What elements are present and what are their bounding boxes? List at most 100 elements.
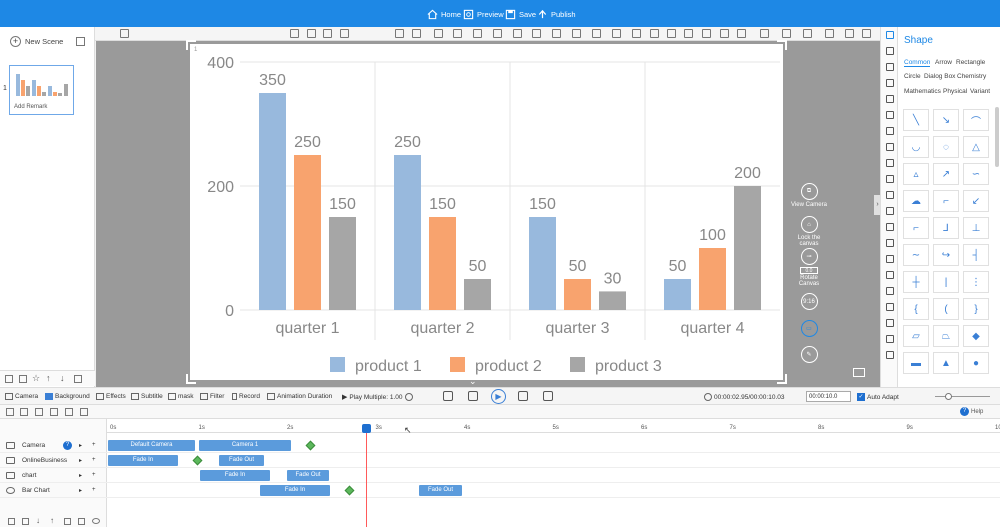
fullscreen-button[interactable]: ▭ [790,320,828,339]
arrow-down-icon[interactable]: ↓ [36,516,40,525]
collapse-panel-icon[interactable]: › [874,195,881,215]
scene-thumbnail[interactable]: Add Remark [9,65,74,115]
align-icon[interactable] [650,29,659,38]
shape-item[interactable]: ● [963,352,989,374]
shape-item[interactable]: ⌐ [933,190,959,212]
duration-input[interactable]: 00:00:10.0 [806,391,851,402]
new-scene-button[interactable]: + New Scene [10,36,63,47]
camera-button[interactable]: Camera [5,393,38,400]
background-button[interactable]: Background [45,393,90,400]
music-icon[interactable] [886,303,894,311]
selection-corner[interactable] [186,374,196,384]
shape-item[interactable]: ☁ [903,190,929,212]
play-multiple-button[interactable]: ▶ Play Multiple: 1.00 [342,393,413,401]
expand-icon[interactable]: ▸ [79,473,83,479]
playhead-handle[interactable] [362,424,371,433]
keyframe-diamond[interactable] [344,485,355,496]
shape-item[interactable]: △ [963,136,989,158]
lock-icon[interactable] [782,29,791,38]
selection-corner[interactable] [777,374,787,384]
chart-icon[interactable] [886,159,894,167]
shape-item[interactable]: ↗ [933,163,959,185]
tools-icon[interactable] [886,191,894,199]
shape-item[interactable]: ▵ [903,163,929,185]
delete-icon[interactable] [65,408,73,416]
cut-icon[interactable] [35,408,43,416]
timeline-clip[interactable]: Default Camera [108,440,195,451]
import-icon[interactable] [5,375,13,383]
expand-icon[interactable]: ▸ [79,443,83,449]
shape-item[interactable]: { [903,298,929,320]
timeline-clip[interactable]: Fade In [260,485,330,496]
copy-icon[interactable] [434,29,443,38]
pie-icon[interactable] [886,287,894,295]
tab-common[interactable]: Common [904,59,931,67]
zoom-slider-handle[interactable] [945,393,952,400]
shape-item[interactable]: ↙ [963,190,989,212]
lock-icon[interactable] [78,518,85,525]
shape-item[interactable]: ( [933,298,959,320]
arrow-up-icon[interactable]: ↑ [46,373,51,383]
rewind-icon[interactable] [468,391,478,401]
screen-icon[interactable] [886,175,894,183]
flip-icon[interactable] [513,29,522,38]
tab-dialog-box[interactable]: Dialog Box [924,73,956,80]
shape-item[interactable]: ┤ [963,244,989,266]
redo-icon[interactable] [845,29,854,38]
home-small-icon[interactable] [120,29,129,38]
align-icon[interactable] [290,29,299,38]
track-name[interactable]: OnlineBusiness [22,457,68,464]
selection-corner[interactable] [777,40,787,50]
track-name[interactable]: Camera [22,442,46,449]
chevron-down-icon[interactable]: ⌄ [469,376,477,386]
figure-icon[interactable] [886,95,894,103]
help-icon[interactable]: ? [63,441,72,450]
shape-item[interactable]: ↘ [933,109,959,131]
table-icon[interactable] [886,255,894,263]
copy-icon[interactable] [50,408,58,416]
expand-icon[interactable]: ▸ [79,488,83,494]
eye-icon[interactable] [92,518,100,524]
shape-item[interactable]: ▬ [903,352,929,374]
next-frame-icon[interactable] [543,391,553,401]
folder-icon[interactable] [8,518,15,525]
subtitle-button[interactable]: Subtitle [131,393,163,400]
shape-item[interactable]: ⊥ [963,217,989,239]
timeline-clip[interactable]: Fade Out [287,470,329,481]
shape-item[interactable]: ╲ [903,109,929,131]
add-icon[interactable]: + [92,472,96,478]
image-icon[interactable] [886,63,894,71]
shape-item[interactable]: ⏢ [933,325,959,347]
dialog-icon[interactable] [886,143,894,151]
home-button[interactable]: Home [427,7,461,21]
timeline-clip[interactable]: Fade In [108,455,178,466]
layer-icon[interactable] [395,29,404,38]
grid-icon[interactable] [612,29,621,38]
ruler-icon[interactable] [702,29,711,38]
expand-icon[interactable] [803,29,812,38]
tab-variant[interactable]: Variant [970,88,991,95]
move-icon[interactable] [6,408,14,416]
shape-item[interactable]: ◌ [933,136,959,158]
zoom-out-icon[interactable] [737,29,746,38]
prev-frame-icon[interactable] [443,391,453,401]
shape-item[interactable]: ⌒ [963,109,989,131]
plugin-icon[interactable] [886,351,894,359]
preview-button[interactable]: Preview [463,7,504,21]
distribute-icon[interactable] [473,29,482,38]
zoom-slider[interactable] [935,396,990,397]
timeline-clip[interactable]: Fade Out [219,455,264,466]
shape-item[interactable]: ⅃ [933,217,959,239]
delete-icon[interactable] [74,375,82,383]
help-link[interactable]: Help [971,409,984,415]
arrow-up-icon[interactable]: ↑ [50,516,54,525]
minus-circle-icon[interactable] [404,393,413,401]
record-button[interactable]: Record [232,393,260,400]
shape-item[interactable]: ◡ [903,136,929,158]
frame-icon[interactable] [886,127,894,135]
tab-rectangle[interactable]: Rectangle [956,59,986,66]
add-icon[interactable]: + [92,487,96,493]
auto-adapt-checkbox[interactable]: ✓ Auto Adapt [857,393,899,401]
delete-icon[interactable] [64,518,71,525]
